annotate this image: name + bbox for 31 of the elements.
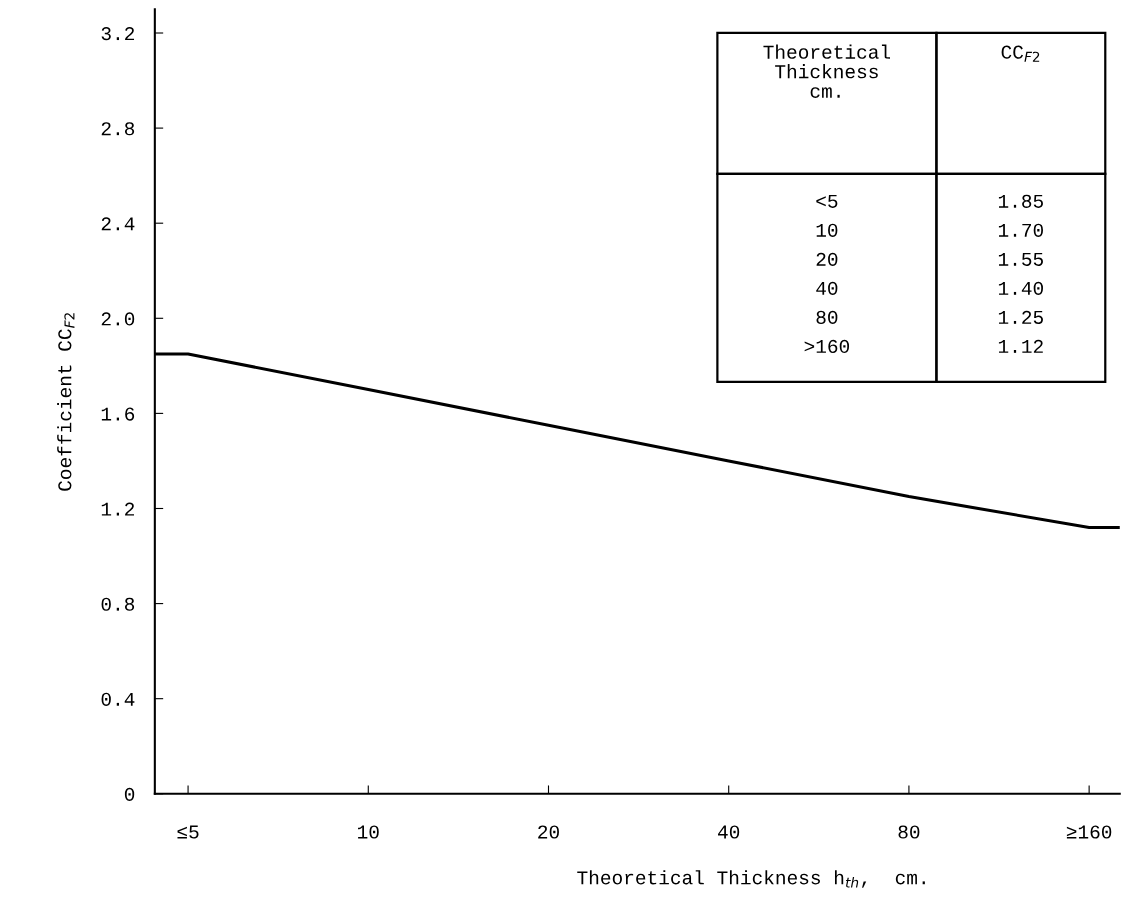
y-tick-label: 2.4	[101, 217, 135, 231]
y-tick-label: 1.6	[101, 407, 135, 421]
y-tick-label: 2.8	[101, 122, 135, 136]
x-axis-title: Theoretical Thickness h$_{th}$, cm.	[577, 870, 925, 888]
annotation: <5	[816, 194, 838, 208]
y-tick-label: 2.0	[101, 312, 135, 326]
y-axis-title: Coefficient CC$_{F2}$	[57, 313, 75, 491]
y-tick-label: 0	[124, 787, 135, 802]
y-tick-label: 0.4	[101, 692, 135, 706]
text: 1.40	[998, 281, 1043, 295]
text: 1.55	[998, 252, 1043, 266]
y-tick-label: 0.8	[101, 597, 135, 611]
x-tick-label: ≤5	[177, 825, 199, 839]
y-tick-label: 1.2	[101, 502, 135, 516]
annotation: Theoretical Thickness cm.	[763, 44, 890, 98]
x-tick-label: 40	[718, 825, 740, 839]
annotation: >160	[804, 339, 850, 354]
annotation: 10	[816, 223, 838, 237]
annotation: 80	[816, 310, 838, 324]
x-tick-label: 20	[538, 825, 559, 839]
annotation: 20	[816, 252, 838, 266]
y-tick-label: 3.2	[101, 27, 135, 41]
x-tick-label: ≥160	[1066, 825, 1112, 839]
text: 1.70	[998, 223, 1043, 237]
text: 1.85	[998, 194, 1043, 208]
annotation: CC$_{F2}$	[1001, 45, 1040, 62]
x-tick-label: 10	[358, 825, 379, 839]
x-tick-label: 80	[898, 825, 920, 839]
text: 1.25	[998, 310, 1043, 324]
text: 1.12	[998, 339, 1043, 353]
annotation: 40	[816, 281, 838, 295]
